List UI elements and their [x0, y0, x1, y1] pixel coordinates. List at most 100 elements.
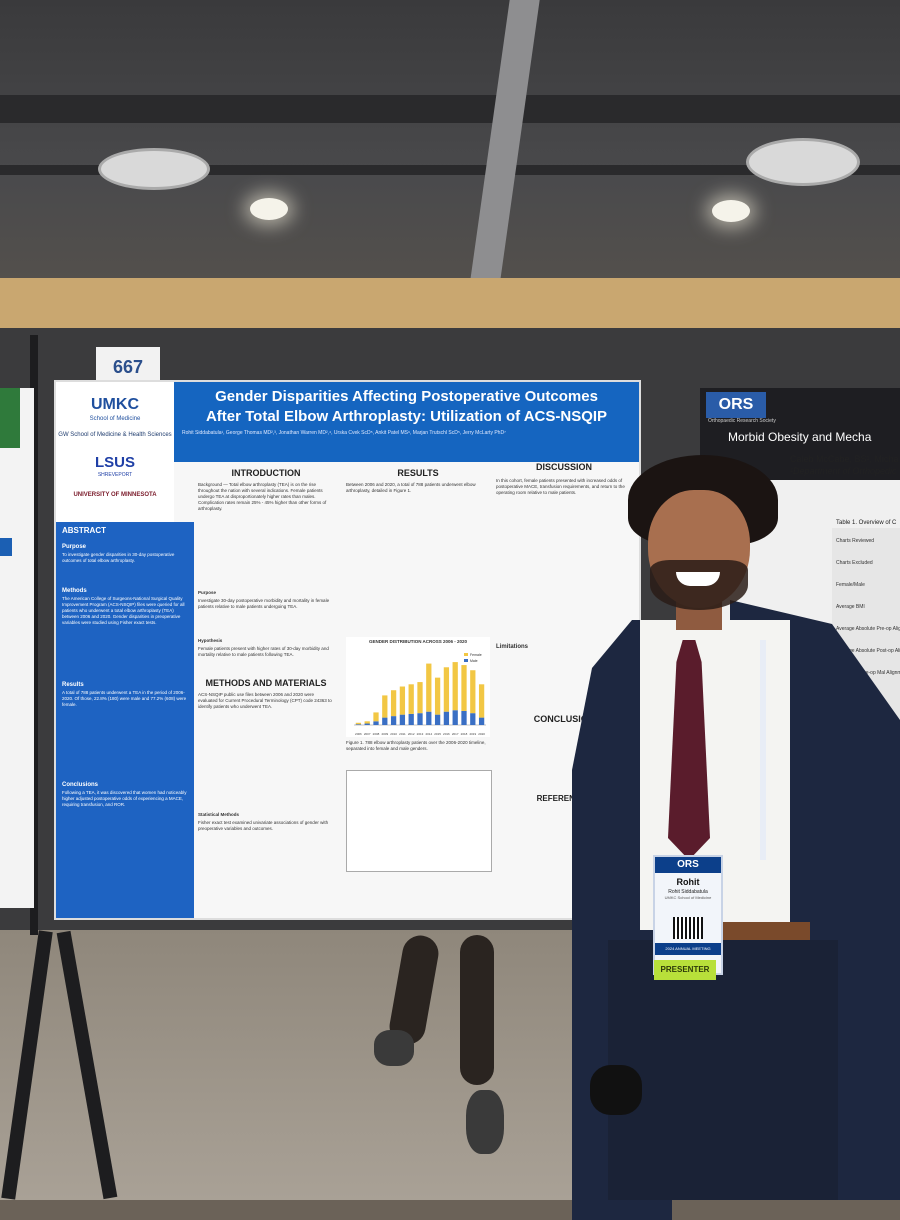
chart-bar-male: [461, 710, 467, 725]
adjacent-table-row: Number of Pre-op Mal Alignments: [836, 670, 900, 676]
adjacent-poster-title: Morbid Obesity and Mecha: [728, 430, 872, 444]
ceiling-light: [712, 200, 750, 222]
results-heading: RESULTS: [397, 468, 439, 478]
chart-bar-male: [382, 717, 388, 725]
adjacent-table-row: Average Absolute Pre-op Alignment (SD): [836, 626, 900, 632]
chart-bar-male: [399, 714, 406, 725]
chart-tick-label: 2013: [417, 732, 424, 736]
chart-bar-female: [461, 665, 467, 711]
discussion-text: In this cohort, female patients presente…: [496, 478, 625, 495]
abstract-methods-heading: Methods: [62, 588, 87, 594]
poster-logo-column: UMKC School of Medicine GW School of Med…: [56, 382, 174, 522]
background-person-shoe: [466, 1090, 504, 1154]
adjacent-table-row: Average Absolute Post-op Alignment (SD): [836, 648, 900, 654]
chart-bar-female: [355, 722, 362, 725]
adjacent-table-row: Charts Reviewed: [836, 538, 875, 544]
abstract-results-heading: Results: [62, 682, 84, 688]
poster-easel: [30, 335, 118, 935]
gender-distribution-chart: GENDER DISTRIBUTION ACROSS 2006 - 2020 2…: [346, 637, 490, 737]
statistical-methods-heading: Statistical Methods: [198, 812, 240, 817]
introduction-text: Background — Total elbow arthroplasty (T…: [198, 482, 327, 511]
results-text: Between 2006 and 2020, a total of 788 pa…: [346, 482, 476, 493]
chart-tick-label: 2010: [390, 732, 397, 736]
adjacent-table-row: Charts Excluded: [836, 560, 873, 566]
chart-bar-female: [408, 684, 414, 714]
chart-bar-female: [478, 684, 485, 718]
ors-logo-subtitle: Orthopaedic Research Society: [708, 418, 776, 424]
chart-bar-male: [470, 713, 476, 725]
chart-tick-label: 2020: [478, 732, 485, 736]
badge-header: ORS: [655, 857, 721, 873]
left-poster-logo: [0, 388, 20, 448]
discussion-heading: DISCUSSION: [535, 462, 592, 472]
chart-bar-male: [443, 711, 450, 725]
hypothesis-heading: Hypothesis: [198, 638, 223, 643]
chart-bar-male: [426, 711, 432, 725]
left-poster-marker: [0, 538, 12, 556]
chart-bar-female: [452, 662, 458, 711]
wall-band: [0, 278, 900, 328]
abstract-heading: ABSTRACT: [62, 526, 106, 535]
chart-plot: 2006 2007 2008 2009 2010 2011 2012 2013 2014 2015…: [354, 653, 486, 736]
abstract-results: A total of 788 patients underwent a TEA …: [62, 690, 187, 707]
chart-tick-label: 2019: [469, 732, 476, 736]
ceiling-vent: [98, 148, 210, 190]
chart-bar-female: [364, 721, 370, 724]
presenter-ribbon: PRESENTER: [654, 960, 716, 980]
minnesota-logo: UNIVERSITY OF MINNESOTA: [73, 492, 157, 498]
person-belt: [720, 922, 810, 942]
chart-bar-female: [470, 670, 476, 714]
chart-tick-label: 2016: [443, 732, 450, 736]
chart-bar-male: [408, 713, 414, 725]
purpose-heading: Purpose: [198, 590, 217, 595]
adjacent-table-title: Table 1. Overview of C: [836, 520, 897, 526]
chart-bar-male: [390, 716, 397, 725]
chart-bar-female: [373, 712, 379, 722]
chart-tick-label: 2011: [399, 732, 406, 736]
chart-tick-label: 2009: [381, 732, 388, 736]
chart-bar-male: [373, 721, 379, 725]
chart-title: GENDER DISTRIBUTION ACROSS 2006 - 2020: [368, 639, 468, 644]
abstract-conclusions-heading: Conclusions: [62, 782, 99, 788]
person-pants: [608, 940, 838, 1200]
chart-tick-label: 2018: [461, 732, 468, 736]
adjacent-table-row: Female/Male: [836, 582, 865, 588]
ceiling-beam: [0, 95, 900, 123]
poster-title-line-1: Gender Disparities Affecting Postoperati…: [215, 388, 598, 405]
chart-bar-female: [443, 667, 450, 712]
background-person-leg: [460, 935, 494, 1085]
references-heading: REFERENCES: [536, 794, 592, 803]
statistical-methods-text: Fisher exact test examined univariate as…: [198, 820, 329, 831]
outcomes-table: [346, 770, 492, 872]
chart-bar-female: [426, 663, 432, 712]
figure-caption: Figure 1. 788 elbow arthroplasty patient…: [346, 740, 486, 751]
adjacent-poster-authors: Caleb McCabe, BS¹, Micha: [790, 454, 899, 464]
chart-tick-label: 2014: [425, 732, 432, 736]
adjacent-poster-department: ¹Department of Orthopedic: [790, 466, 897, 476]
gw-logo: GW School of Medicine & Health Sciences: [58, 432, 172, 438]
hypothesis-text: Female patients present with higher rate…: [198, 646, 329, 657]
left-poster: [0, 388, 34, 908]
chart-tick-label: 2017: [452, 732, 459, 736]
poster-header: Gender Disparities Affecting Postoperati…: [174, 382, 639, 462]
ceiling-vent: [746, 138, 860, 186]
abstract-methods: The American College of Surgeons-Nationa…: [62, 596, 185, 625]
poster-title-line-2: After Total Elbow Arthroplasty: Utilizat…: [205, 408, 608, 425]
badge-lanyard: [700, 640, 766, 860]
background-shoe: [590, 1065, 642, 1115]
person-smile: [676, 572, 720, 586]
chart-tick-label: 2007: [364, 732, 371, 736]
abstract-purpose-heading: Purpose: [62, 544, 87, 550]
chart-bar-female: [399, 686, 406, 715]
umkc-logo: UMKC: [91, 396, 139, 413]
abstract-purpose: To investigate gender disparities in 30-…: [62, 552, 175, 563]
badge-first-name: Rohit: [676, 877, 700, 887]
research-poster: UMKC School of Medicine GW School of Med…: [56, 382, 639, 918]
ceiling-beam: [0, 165, 900, 175]
badge-qr-code: [673, 917, 703, 939]
methods-text: ACS-NSQIP public use files between 2006 …: [198, 692, 332, 709]
badge-organization: UMKC School of Medicine: [664, 895, 712, 900]
chart-legend-label: Female: [470, 653, 482, 657]
ors-logo: ORS: [706, 392, 766, 418]
badge-full-name: Rohit Siddabatula: [668, 889, 708, 895]
